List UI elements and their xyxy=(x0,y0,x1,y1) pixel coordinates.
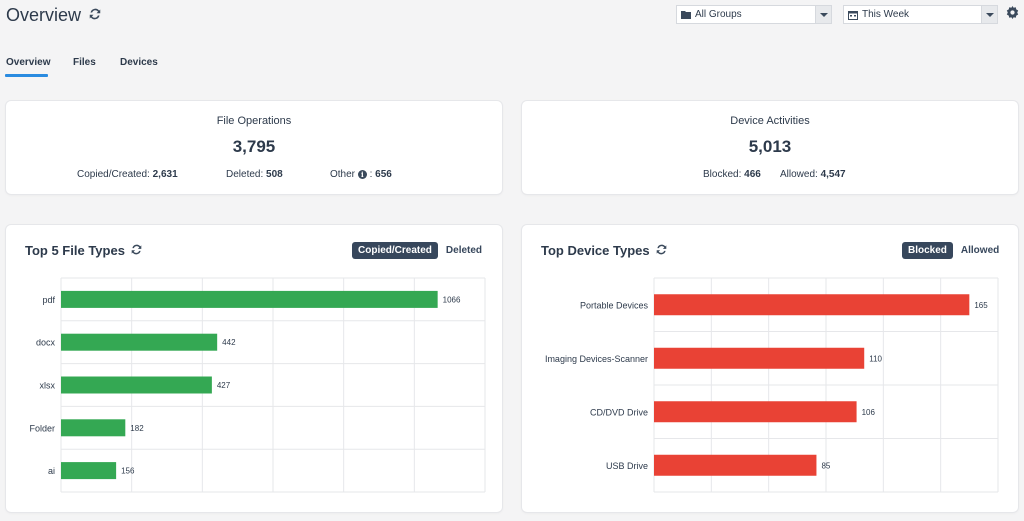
file-type-label: pdf xyxy=(42,295,55,305)
file-type-label: ai xyxy=(48,466,55,476)
group-select-value: All Groups xyxy=(695,9,742,20)
copied-value: 2,631 xyxy=(152,169,178,180)
other-label: Other xyxy=(330,169,356,180)
device-type-bar[interactable] xyxy=(654,347,865,369)
tab-files[interactable]: Files xyxy=(73,57,96,68)
device-type-bar[interactable] xyxy=(654,294,970,316)
other-value: 656 xyxy=(375,169,392,180)
file-type-bar[interactable] xyxy=(61,333,218,351)
file-types-chart: pdf 1066 docx 442 xlsx 427 Folder 182 ai 156 xyxy=(29,277,486,493)
calendar-icon xyxy=(844,10,862,20)
chevron-down-icon[interactable] xyxy=(981,6,997,23)
file-types-toggle: Copied/Created Deleted xyxy=(352,242,488,259)
copied-created-toggle[interactable]: Copied/Created xyxy=(352,242,438,259)
file-type-label: xlsx xyxy=(40,381,56,391)
deleted-toggle[interactable]: Deleted xyxy=(445,245,483,256)
allowed-stat: Allowed: 4,547 xyxy=(780,169,846,180)
device-activities-card: Device Activities 5,013 Blocked: 466 All… xyxy=(522,101,1018,194)
blocked-value: 466 xyxy=(744,169,761,180)
device-type-label: CD/DVD Drive xyxy=(590,407,648,417)
blocked-stat: Blocked: 466 xyxy=(703,169,761,180)
file-operations-card: File Operations 3,795 Copied/Created: 2,… xyxy=(6,101,502,194)
tab-bar: Overview Files Devices xyxy=(0,52,400,78)
file-type-value-label: 427 xyxy=(217,381,231,390)
blocked-toggle[interactable]: Blocked xyxy=(902,242,953,259)
device-type-value-label: 110 xyxy=(869,354,882,363)
file-types-card: Top 5 File Types Copied/Created Deleted … xyxy=(6,225,502,512)
device-type-bar[interactable] xyxy=(654,454,817,476)
page-title-group: Overview xyxy=(6,5,101,26)
device-type-bar[interactable] xyxy=(654,401,857,423)
device-activities-title: Device Activities xyxy=(730,115,810,127)
folder-icon xyxy=(677,10,695,19)
file-operations-total: 3,795 xyxy=(232,137,276,156)
file-type-value-label: 442 xyxy=(222,338,236,347)
tab-devices[interactable]: Devices xyxy=(120,57,158,68)
allowed-toggle[interactable]: Allowed xyxy=(960,245,1000,256)
period-select[interactable]: This Week xyxy=(843,5,998,24)
device-type-value-label: 165 xyxy=(974,301,988,310)
device-activities-total: 5,013 xyxy=(748,137,792,156)
deleted-stat: Deleted: 508 xyxy=(226,169,283,180)
file-type-value-label: 1066 xyxy=(443,295,461,304)
period-select-value: This Week xyxy=(862,9,910,20)
refresh-icon[interactable] xyxy=(656,244,668,258)
active-tab-indicator xyxy=(5,74,48,77)
other-stat: Other i : 656 xyxy=(330,169,392,180)
device-type-value-label: 106 xyxy=(862,408,876,417)
device-type-label: Portable Devices xyxy=(580,300,649,310)
file-operations-title: File Operations xyxy=(216,115,292,127)
file-type-bar[interactable] xyxy=(61,462,117,480)
group-select[interactable]: All Groups xyxy=(676,5,832,24)
top-bar: Overview All Groups This Week xyxy=(0,0,1024,32)
other-separator: : xyxy=(369,169,373,180)
deleted-label: Deleted: xyxy=(226,169,264,180)
device-type-label: Imaging Devices-Scanner xyxy=(545,354,648,364)
device-types-chart: Portable Devices 165 Imaging Devices-Scann… xyxy=(545,277,999,493)
file-type-label: Folder xyxy=(29,423,55,433)
device-types-toggle: Blocked Allowed xyxy=(902,242,1005,259)
page-title: Overview xyxy=(6,5,82,25)
tab-overview[interactable]: Overview xyxy=(6,57,51,68)
refresh-icon[interactable] xyxy=(89,8,101,23)
blocked-label: Blocked: xyxy=(703,169,742,180)
allowed-label: Allowed: xyxy=(780,169,818,180)
refresh-icon[interactable] xyxy=(131,244,143,258)
file-type-label: docx xyxy=(36,338,56,348)
file-type-bar[interactable] xyxy=(61,290,438,308)
file-type-value-label: 156 xyxy=(121,467,135,476)
file-type-bar[interactable] xyxy=(61,419,126,437)
file-types-title-group: Top 5 File Types xyxy=(25,243,143,258)
file-type-bar[interactable] xyxy=(61,376,212,394)
file-types-title: Top 5 File Types xyxy=(25,243,125,258)
device-types-card: Top Device Types Blocked Allowed Portabl… xyxy=(522,225,1018,512)
device-type-label: USB Drive xyxy=(606,461,648,471)
file-type-value-label: 182 xyxy=(130,424,144,433)
gear-icon[interactable] xyxy=(1006,6,1020,20)
device-types-title: Top Device Types xyxy=(541,243,650,258)
copied-label: Copied/Created: xyxy=(77,169,150,180)
chevron-down-icon[interactable] xyxy=(815,6,831,23)
allowed-value: 4,547 xyxy=(820,169,846,180)
device-type-value-label: 85 xyxy=(821,461,830,470)
device-types-title-group: Top Device Types xyxy=(541,243,668,258)
copied-stat: Copied/Created: 2,631 xyxy=(77,169,178,180)
info-icon[interactable]: i xyxy=(357,170,367,179)
deleted-value: 508 xyxy=(266,169,283,180)
